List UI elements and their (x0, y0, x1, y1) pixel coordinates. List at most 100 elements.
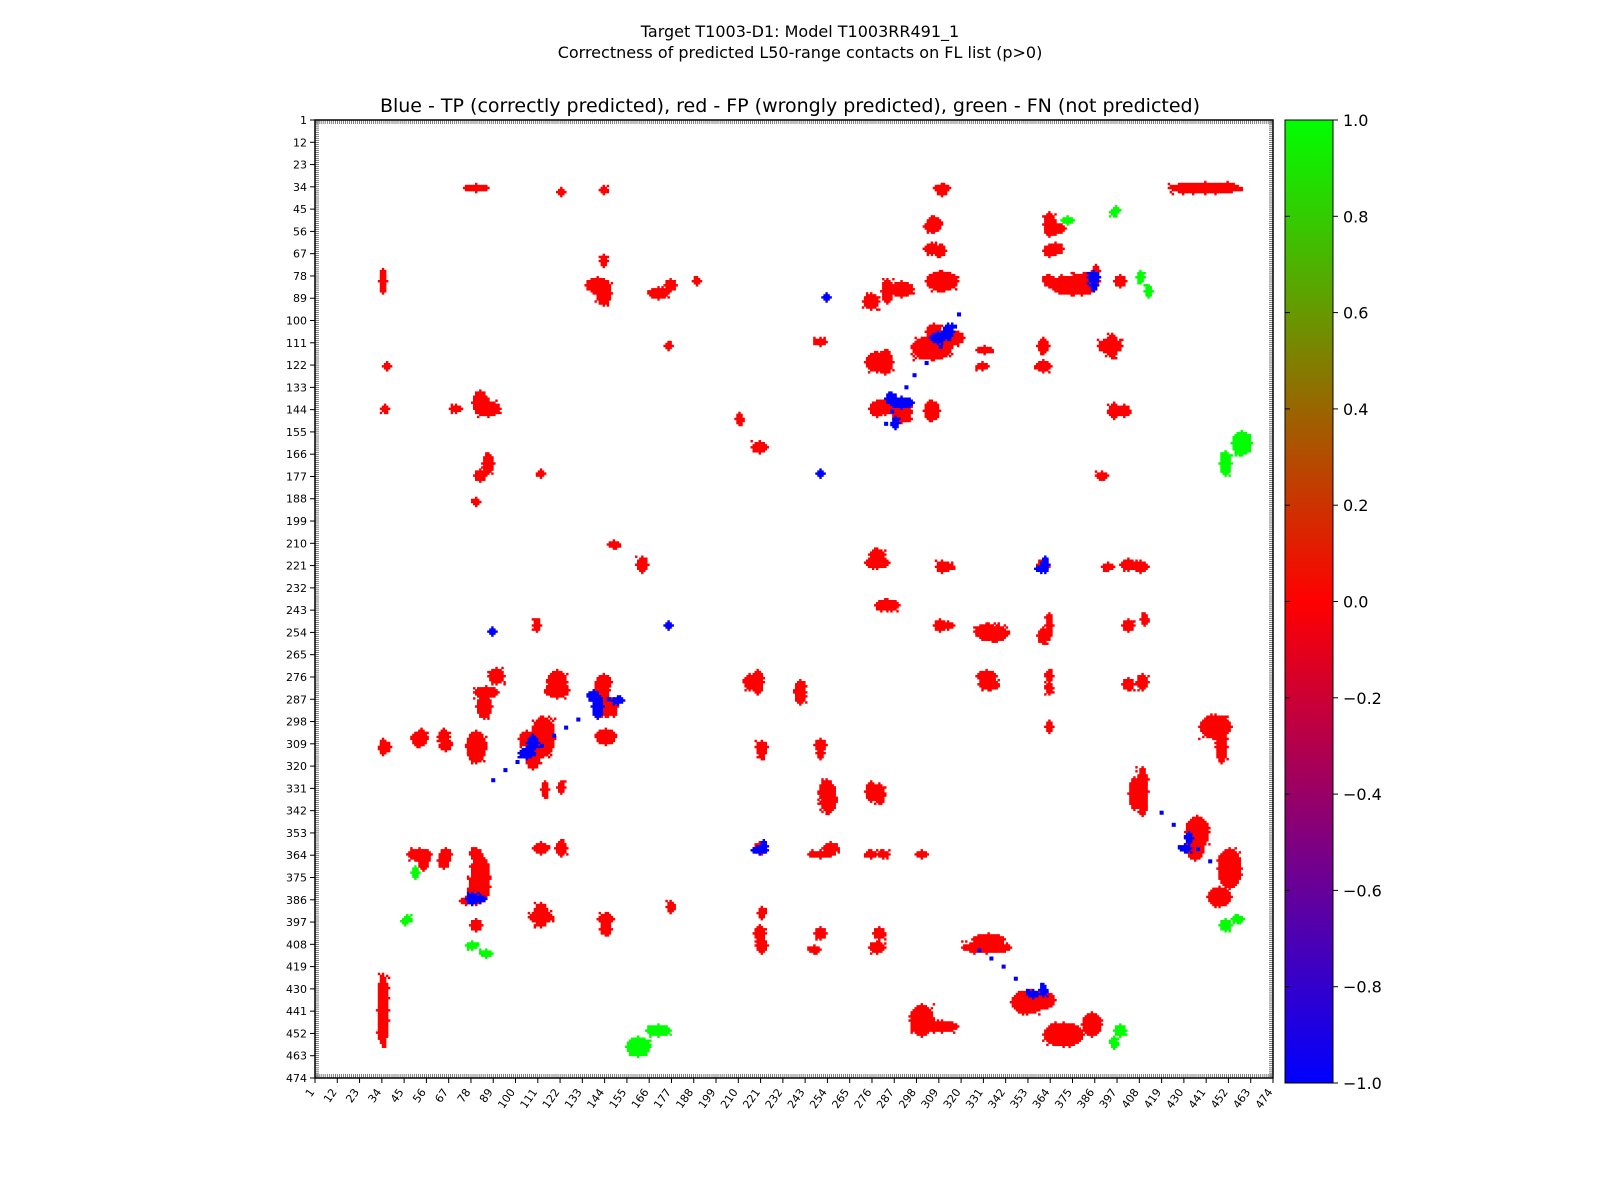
fp-contact (1052, 233, 1055, 236)
fp-contact (637, 559, 640, 562)
fp-contact (558, 672, 561, 676)
fp-contact (815, 338, 818, 342)
fp-contact (387, 365, 391, 368)
fp-contact (951, 567, 954, 571)
fp-contact (928, 247, 932, 251)
fp-contact (760, 683, 764, 686)
fp-contact (493, 668, 496, 672)
fp-contact (1125, 687, 1128, 690)
fp-contact (880, 784, 883, 787)
fp-contact (878, 367, 881, 370)
fp-contact (545, 733, 549, 737)
fp-contact (481, 409, 484, 413)
fp-contact (884, 292, 887, 295)
fp-contact (928, 284, 932, 287)
fp-contact (483, 472, 486, 475)
fp-contact (479, 393, 482, 396)
fp-contact (426, 731, 429, 735)
fp-contact (987, 681, 990, 684)
fp-contact (523, 741, 527, 745)
fp-contact (882, 559, 885, 562)
fp-contact (669, 346, 672, 350)
fp-contact (643, 557, 646, 560)
fp-contact (955, 340, 958, 344)
fp-contact (884, 853, 887, 856)
fp-contact (1125, 628, 1128, 631)
fp-contact (440, 731, 444, 735)
fp-contact (594, 284, 597, 287)
fp-contact (566, 691, 569, 694)
fp-contact (549, 687, 553, 690)
fp-contact (898, 409, 901, 413)
fp-contact (479, 705, 482, 708)
fp-contact (479, 760, 482, 763)
fp-contact (547, 675, 551, 678)
fp-contact (930, 282, 934, 285)
fp-contact (926, 340, 930, 344)
fp-contact (440, 865, 444, 868)
fp-contact (867, 559, 871, 562)
fp-contact (477, 405, 480, 409)
fp-contact (379, 271, 383, 275)
fp-contact (880, 851, 883, 854)
fp-contact (1050, 689, 1053, 692)
fp-contact (874, 352, 877, 356)
fp-contact (481, 695, 484, 698)
fp-contact (477, 411, 480, 415)
fp-contact (639, 569, 642, 573)
fp-contact (928, 273, 932, 277)
fp-contact (594, 735, 597, 739)
fp-contact (742, 419, 745, 423)
fp-contact (902, 294, 905, 297)
fp-contact (549, 672, 553, 676)
fp-contact (1058, 247, 1061, 251)
fp-contact (657, 290, 660, 293)
fp-contact (1050, 365, 1053, 368)
fp-contact (552, 719, 555, 722)
fp-contact (556, 849, 559, 852)
fp-contact (1102, 342, 1106, 346)
fp-contact (667, 344, 670, 348)
fp-contact (884, 357, 887, 360)
fp-contact (882, 359, 885, 362)
fp-contact (598, 290, 602, 293)
fp-contact (450, 405, 454, 409)
fp-contact (545, 721, 549, 724)
fp-contact (491, 411, 494, 415)
fp-contact (870, 367, 873, 370)
fp-contact (756, 689, 759, 692)
fp-contact (491, 460, 494, 463)
fp-contact (564, 681, 567, 684)
fp-contact (878, 794, 881, 797)
fp-contact (894, 411, 897, 415)
fp-contact (758, 440, 762, 443)
fp-contact (537, 922, 541, 925)
fp-contact (473, 188, 476, 192)
fp-contact (458, 407, 462, 411)
fp-contact (890, 288, 893, 291)
fp-contact (760, 672, 764, 676)
fp-contact (890, 405, 893, 409)
fp-contact (884, 794, 887, 797)
fp-contact (1082, 273, 1086, 277)
fp-contact (1117, 348, 1120, 352)
fp-contact (922, 350, 926, 354)
fp-contact (942, 344, 946, 348)
fp-contact (932, 326, 936, 330)
fp-contact (466, 753, 470, 757)
fp-contact (886, 371, 889, 374)
fp-contact (471, 733, 474, 737)
fp-contact (604, 685, 608, 688)
fp-contact (539, 907, 543, 911)
fp-contact (831, 843, 834, 846)
fp-contact (878, 359, 881, 362)
fp-contact (955, 282, 958, 285)
fp-contact (890, 298, 893, 301)
fp-contact (600, 691, 604, 694)
fp-contact (1044, 693, 1047, 696)
fp-contact (835, 798, 838, 801)
fp-contact (487, 405, 490, 409)
fp-contact (602, 294, 606, 297)
fp-contact (928, 348, 932, 352)
fp-contact (920, 346, 924, 350)
